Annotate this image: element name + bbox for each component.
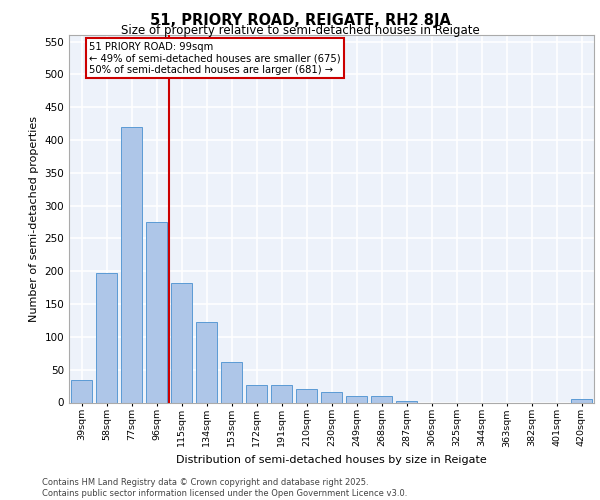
Bar	[396, 401, 417, 402]
Bar	[121, 127, 142, 402]
Bar	[96, 272, 117, 402]
Bar	[571, 399, 592, 402]
Bar	[321, 392, 342, 402]
Bar	[246, 386, 267, 402]
Bar	[221, 362, 242, 403]
Bar	[296, 390, 317, 402]
Text: Size of property relative to semi-detached houses in Reigate: Size of property relative to semi-detach…	[121, 24, 479, 37]
Text: 51, PRIORY ROAD, REIGATE, RH2 8JA: 51, PRIORY ROAD, REIGATE, RH2 8JA	[149, 12, 451, 28]
Bar	[146, 222, 167, 402]
Bar	[196, 322, 217, 402]
Bar	[71, 380, 92, 402]
Bar	[346, 396, 367, 402]
Bar	[371, 396, 392, 402]
Bar	[171, 283, 192, 403]
Y-axis label: Number of semi-detached properties: Number of semi-detached properties	[29, 116, 39, 322]
Text: 51 PRIORY ROAD: 99sqm
← 49% of semi-detached houses are smaller (675)
50% of sem: 51 PRIORY ROAD: 99sqm ← 49% of semi-deta…	[89, 42, 341, 75]
Bar	[271, 386, 292, 402]
X-axis label: Distribution of semi-detached houses by size in Reigate: Distribution of semi-detached houses by …	[176, 455, 487, 465]
Text: Contains HM Land Registry data © Crown copyright and database right 2025.
Contai: Contains HM Land Registry data © Crown c…	[42, 478, 407, 498]
